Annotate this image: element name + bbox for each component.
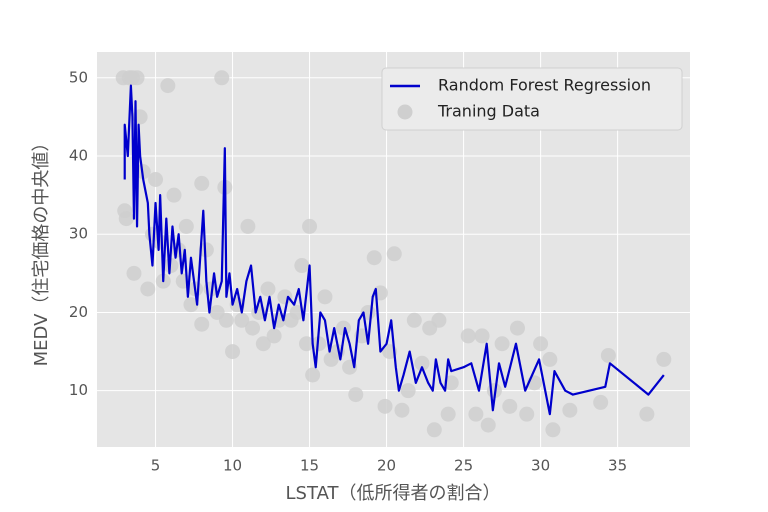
data-point [509, 320, 525, 336]
data-point [431, 312, 447, 328]
data-point [126, 265, 142, 281]
data-point [502, 398, 518, 414]
data-point [255, 336, 271, 352]
data-point [480, 417, 496, 433]
y-tick-label: 20 [69, 303, 88, 321]
y-axis-title: MEDV（住宅価格の中央値） [31, 134, 52, 367]
data-point [386, 246, 402, 262]
legend: Random Forest Regression Traning Data [381, 67, 683, 131]
y-tick-label: 40 [69, 147, 88, 165]
data-point [294, 258, 310, 274]
data-point [240, 218, 256, 234]
data-point [440, 406, 456, 422]
data-point [302, 218, 318, 234]
data-point [194, 316, 210, 332]
data-point [533, 336, 549, 352]
data-point [305, 367, 321, 383]
data-point [600, 347, 616, 363]
data-point [194, 175, 210, 191]
data-point [443, 375, 459, 391]
legend-swatch [397, 104, 413, 120]
data-point [460, 328, 476, 344]
x-tick-label: 30 [531, 457, 550, 475]
data-point [277, 289, 293, 305]
y-tick-label: 50 [69, 68, 88, 86]
data-point [474, 328, 490, 344]
x-axis-title: LSTAT（低所得者の割合） [286, 483, 501, 504]
data-point [494, 336, 510, 352]
data-point [260, 281, 276, 297]
data-point [377, 398, 393, 414]
data-point [214, 70, 230, 86]
data-point [160, 78, 176, 94]
data-point [266, 328, 282, 344]
data-point [225, 344, 241, 360]
data-point [298, 336, 314, 352]
marks [115, 70, 672, 438]
data-point [348, 387, 364, 403]
data-point [183, 297, 199, 313]
data-point [366, 250, 382, 266]
data-point [542, 351, 558, 367]
x-tick-label: 20 [377, 457, 396, 475]
x-tick-label: 25 [454, 457, 473, 475]
data-point [562, 402, 578, 418]
x-tick-label: 35 [608, 457, 627, 475]
data-point [639, 406, 655, 422]
legend-label: Random Forest Regression [438, 76, 651, 95]
data-point [317, 289, 333, 305]
data-point [426, 422, 442, 438]
x-tick-label: 5 [151, 457, 161, 475]
data-point [140, 281, 156, 297]
data-point [394, 402, 410, 418]
data-point [656, 351, 672, 367]
grid [97, 52, 690, 447]
data-point [198, 242, 214, 258]
data-point [400, 383, 416, 399]
data-point [218, 312, 234, 328]
data-point [406, 312, 422, 328]
data-point [519, 406, 535, 422]
regression-line [123, 84, 665, 416]
data-point [148, 171, 164, 187]
y-tick-label: 10 [69, 381, 88, 399]
data-point [234, 312, 250, 328]
legend-label: Traning Data [437, 102, 540, 121]
x-tick-label: 15 [300, 457, 319, 475]
data-point [545, 422, 561, 438]
legend-box [381, 67, 683, 131]
y-tick-label: 30 [69, 225, 88, 243]
data-point [166, 187, 182, 203]
x-tick-label: 10 [223, 457, 242, 475]
data-point [468, 406, 484, 422]
data-point [118, 211, 134, 227]
data-point [129, 70, 145, 86]
data-point [178, 218, 194, 234]
data-point [245, 320, 261, 336]
data-point [593, 394, 609, 410]
data-point [414, 355, 430, 371]
